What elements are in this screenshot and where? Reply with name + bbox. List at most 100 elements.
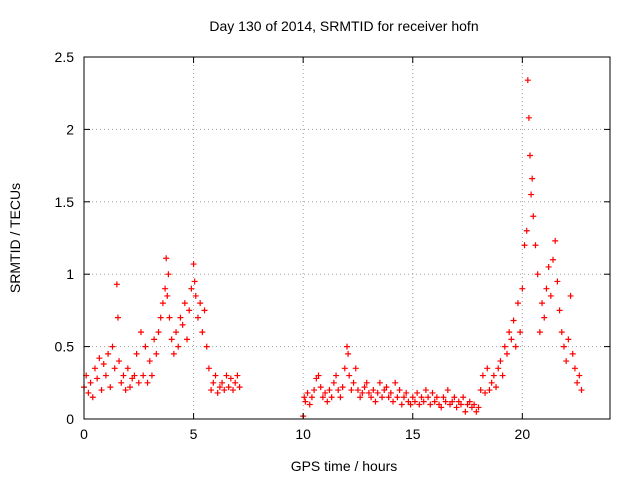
data-point-marker [431,398,438,405]
data-point-marker [175,343,182,350]
data-point-marker [131,372,138,379]
data-point-marker [311,387,318,394]
data-point-marker [124,365,131,372]
data-point-marker [567,292,574,299]
data-point-marker [168,336,175,343]
y-axis-label: SRMTID / TECUs [7,183,23,293]
y-tick-label: 0.5 [55,339,75,355]
y-axis-ticks: 0 0.5 1 1.5 2 2.5 [55,49,610,427]
data-point-marker [501,343,508,350]
data-point-marker [398,401,405,408]
data-point-marker [524,77,531,84]
data-point-marker [422,387,429,394]
data-point-marker [208,387,215,394]
x-tick-label: 10 [295,426,311,442]
data-point-marker [433,394,440,401]
data-point-marker [508,336,515,343]
data-point-marker [383,384,390,391]
y-tick-label: 2.5 [55,49,75,65]
data-point-marker [330,379,337,386]
data-point-marker [365,389,372,396]
data-point-marker [333,372,340,379]
data-point-marker [409,394,416,401]
data-point-marker [560,343,567,350]
x-tick-label: 20 [515,426,531,442]
data-point-marker [190,261,197,268]
data-point-marker [372,398,379,405]
x-tick-label: 15 [405,426,421,442]
data-point-marker [120,372,127,379]
data-point-marker [210,379,217,386]
data-point-marker [529,175,536,182]
data-point-marker [361,384,368,391]
data-point-marker [179,321,186,328]
data-point-marker [350,379,357,386]
data-point-marker [563,358,570,365]
data-point-marker [392,379,399,386]
plot-frame [83,56,611,420]
data-point-marker [96,355,103,362]
y-tick-label: 1.5 [55,194,75,210]
data-point-marker [466,398,473,405]
data-point-marker [523,227,530,234]
data-point-marker [550,256,557,263]
data-point-marker [357,394,364,401]
data-point-marker [188,285,195,292]
data-point-marker [390,398,397,405]
data-point-marker [354,387,361,394]
x-axis-label: GPS time / hours [291,458,398,474]
data-point-marker [499,372,506,379]
data-point-marker [335,387,342,394]
data-point-marker [144,379,151,386]
data-point-marker [376,379,383,386]
data-point-marker [151,336,158,343]
data-point-marker [166,314,173,321]
data-point-marker [488,379,495,386]
data-point-marker [133,350,140,357]
data-point-marker [219,379,226,386]
data-point-marker [163,255,170,262]
data-point-marker [102,372,109,379]
data-point-marker [558,329,565,336]
data-point-marker [319,394,326,401]
data-point-marker [536,329,543,336]
data-point-marker [98,387,105,394]
data-point-marker [547,292,554,299]
data-point-marker [479,372,486,379]
data-point-marker [232,379,239,386]
data-point-marker [165,271,172,278]
data-point-marker [363,379,370,386]
data-point-marker [525,114,532,121]
data-point-marker [359,389,366,396]
data-point-marker [400,394,407,401]
data-point-marker [438,404,445,411]
data-point-marker [440,394,447,401]
data-point-marker [368,394,375,401]
data-point-marker [442,398,449,405]
data-point-marker [304,389,311,396]
data-point-marker [385,394,392,401]
data-point-marker [326,387,333,394]
y-tick-label: 2 [66,121,74,137]
data-point-marker [234,372,241,379]
data-point-marker [201,307,208,314]
data-point-marker [135,379,142,386]
data-point-marker [199,329,206,336]
data-point-marker [374,389,381,396]
data-point-marker [214,389,221,396]
data-point-marker [177,314,184,321]
data-point-marker [181,300,188,307]
data-point-marker [94,375,101,382]
data-point-marker [545,263,552,270]
data-point-marker [173,329,180,336]
data-point-marker [543,285,550,292]
data-point-marker [534,271,541,278]
data-point-marker [416,401,423,408]
data-point-marker [159,300,166,307]
data-point-marker [194,314,201,321]
data-point-marker [370,387,377,394]
data-point-marker [552,237,559,244]
data-point-marker [339,384,346,391]
data-point-marker [530,213,537,220]
